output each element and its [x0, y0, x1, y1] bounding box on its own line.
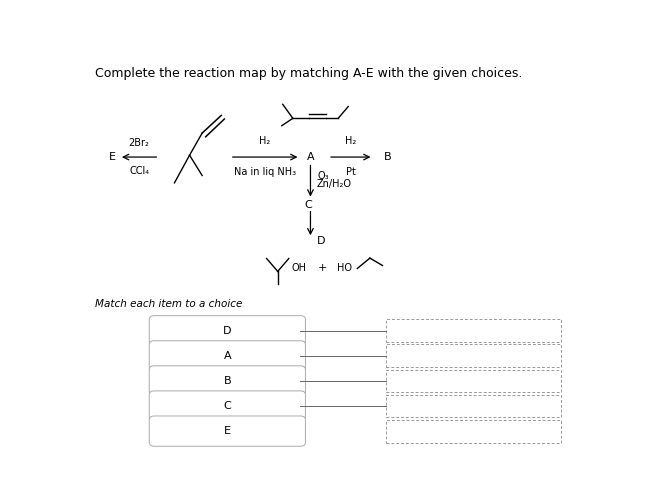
Text: E: E [109, 152, 116, 162]
FancyBboxPatch shape [386, 344, 562, 367]
Text: E: E [224, 426, 231, 436]
Text: OH: OH [292, 262, 307, 273]
Text: D: D [223, 326, 231, 336]
Text: A: A [224, 351, 231, 361]
Text: H₂: H₂ [345, 136, 356, 146]
Text: A: A [307, 152, 315, 162]
Text: CCl₄: CCl₄ [129, 166, 150, 176]
Text: B: B [224, 376, 231, 386]
FancyBboxPatch shape [150, 341, 306, 371]
Text: Complete the reaction map by matching A-E with the given choices.: Complete the reaction map by matching A-… [96, 67, 523, 80]
Text: D: D [317, 236, 326, 246]
FancyBboxPatch shape [150, 366, 306, 396]
Text: Pt: Pt [346, 167, 356, 177]
FancyBboxPatch shape [150, 416, 306, 446]
Text: C: C [224, 401, 231, 411]
Text: HO: HO [337, 263, 352, 274]
FancyBboxPatch shape [386, 395, 562, 418]
Text: B: B [384, 152, 391, 162]
Text: O₃: O₃ [317, 171, 329, 181]
FancyBboxPatch shape [386, 369, 562, 392]
Text: Na in liq NH₃: Na in liq NH₃ [234, 167, 296, 177]
Text: +: + [317, 263, 327, 274]
FancyBboxPatch shape [386, 319, 562, 342]
FancyBboxPatch shape [386, 420, 562, 443]
Text: C: C [304, 200, 312, 210]
Text: 2Br₂: 2Br₂ [129, 138, 150, 148]
Text: Match each item to a choice: Match each item to a choice [96, 299, 242, 309]
FancyBboxPatch shape [150, 391, 306, 421]
Text: H₂: H₂ [259, 136, 271, 146]
Text: Zn/H₂O: Zn/H₂O [317, 179, 352, 189]
FancyBboxPatch shape [150, 316, 306, 346]
